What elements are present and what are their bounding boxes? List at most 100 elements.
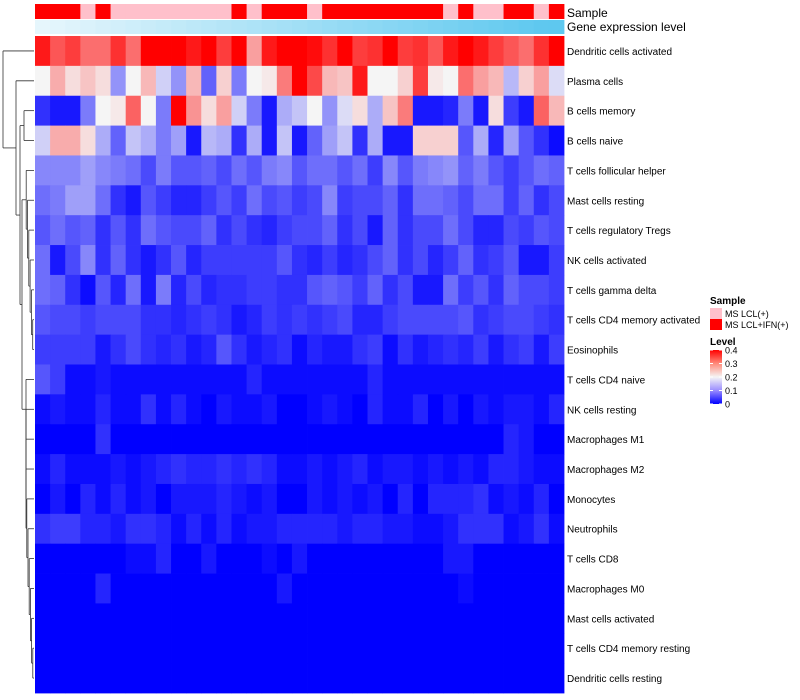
sample-annotation-cell bbox=[231, 4, 247, 19]
heatmap-cell bbox=[307, 274, 323, 306]
heatmap-cell bbox=[155, 573, 172, 604]
legend-swatch-ms-lcl bbox=[710, 308, 722, 319]
heatmap-cell bbox=[50, 573, 66, 604]
heatmap-cell bbox=[322, 454, 338, 485]
sample-annotation-cell bbox=[276, 4, 293, 19]
heatmap-cell bbox=[397, 543, 414, 574]
heatmap-cell bbox=[186, 215, 202, 246]
heatmap-cell bbox=[397, 245, 414, 276]
heatmap-cell bbox=[443, 424, 459, 455]
heatmap-cell bbox=[155, 185, 172, 216]
heatmap-cell bbox=[231, 454, 247, 485]
heatmap-cell bbox=[110, 543, 127, 574]
heatmap-cell bbox=[155, 483, 172, 515]
heatmap-cell bbox=[110, 454, 127, 485]
heatmap-cell bbox=[412, 663, 429, 694]
heatmap-cell bbox=[65, 454, 81, 485]
expression-annotation-cell bbox=[367, 20, 384, 34]
heatmap-cell bbox=[261, 274, 278, 306]
heatmap-cell bbox=[95, 304, 111, 336]
heatmap-cell bbox=[261, 364, 278, 395]
heatmap-cell bbox=[216, 663, 232, 694]
heatmap-cell bbox=[155, 155, 172, 186]
heatmap-cell bbox=[140, 245, 157, 276]
heatmap-cell bbox=[427, 424, 444, 455]
heatmap-cell bbox=[337, 603, 353, 634]
heatmap-cell bbox=[397, 185, 414, 216]
heatmap-cell bbox=[427, 633, 444, 664]
heatmap-cell bbox=[427, 95, 444, 126]
heatmap-cell bbox=[171, 513, 187, 545]
heatmap-cell bbox=[171, 633, 187, 664]
heatmap-cell bbox=[488, 424, 504, 455]
row-label: B cells naive bbox=[567, 137, 624, 148]
heatmap-cell bbox=[367, 424, 384, 455]
heatmap-cell bbox=[140, 95, 157, 126]
heatmap-cell bbox=[518, 36, 535, 67]
heatmap-cell bbox=[110, 573, 127, 604]
heatmap-cell bbox=[412, 245, 429, 276]
heatmap-cell bbox=[110, 36, 127, 67]
heatmap-cell bbox=[427, 65, 444, 97]
heatmap-cell bbox=[140, 543, 157, 574]
heatmap-cell bbox=[367, 304, 384, 336]
heatmap-cell bbox=[80, 274, 96, 306]
heatmap-cell bbox=[231, 95, 247, 126]
heatmap-cell bbox=[291, 633, 308, 664]
heatmap-cell bbox=[412, 95, 429, 126]
legend: Sample MS LCL(+) MS LCL+IFN(+) Level 0.4… bbox=[710, 296, 789, 410]
heatmap-cell bbox=[443, 543, 459, 574]
heatmap-cell bbox=[35, 215, 51, 246]
heatmap-cell bbox=[261, 454, 278, 485]
expression-annotation-cell bbox=[65, 20, 81, 34]
sample-annotation-cell bbox=[50, 4, 66, 19]
heatmap-cell bbox=[322, 304, 338, 336]
heatmap-cell bbox=[322, 364, 338, 395]
heatmap-cell bbox=[110, 215, 127, 246]
heatmap-cell bbox=[337, 633, 353, 664]
heatmap-cell bbox=[367, 543, 384, 574]
heatmap-cell bbox=[337, 245, 353, 276]
heatmap-cell bbox=[155, 633, 172, 664]
heatmap-cell bbox=[322, 185, 338, 216]
heatmap-cell bbox=[382, 394, 399, 425]
expression-annotation-cell bbox=[337, 20, 353, 34]
heatmap-cell bbox=[518, 543, 535, 574]
expression-annotation-cell bbox=[458, 20, 474, 34]
heatmap-cell bbox=[397, 334, 414, 365]
heatmap-cell bbox=[125, 424, 142, 455]
heatmap-cell bbox=[367, 394, 384, 425]
heatmap-cell bbox=[397, 65, 414, 97]
heatmap-cell bbox=[488, 573, 504, 604]
sample-annotation-cell bbox=[246, 4, 263, 19]
heatmap-cell bbox=[307, 513, 323, 545]
heatmap-cell bbox=[95, 36, 111, 67]
heatmap-cell bbox=[427, 603, 444, 634]
heatmap-cell bbox=[276, 483, 293, 515]
heatmap-cell bbox=[201, 274, 217, 306]
heatmap-cell bbox=[155, 304, 172, 336]
heatmap-cell bbox=[95, 513, 111, 545]
heatmap-cell bbox=[367, 603, 384, 634]
heatmap-cell bbox=[518, 185, 535, 216]
heatmap-cell bbox=[307, 364, 323, 395]
heatmap-cell bbox=[458, 185, 474, 216]
heatmap-cell bbox=[110, 274, 127, 306]
heatmap-cell bbox=[246, 483, 263, 515]
heatmap-cell bbox=[443, 95, 459, 126]
heatmap-cell bbox=[548, 513, 565, 545]
heatmap-cell bbox=[246, 633, 263, 664]
heatmap-cell bbox=[488, 483, 504, 515]
heatmap-cell bbox=[352, 65, 368, 97]
heatmap-cell bbox=[503, 603, 520, 634]
heatmap-cell bbox=[443, 334, 459, 365]
heatmap-cell bbox=[110, 334, 127, 365]
heatmap-cell bbox=[488, 334, 504, 365]
heatmap-cell bbox=[50, 663, 66, 694]
heatmap-cell bbox=[35, 125, 51, 156]
heatmap-cell bbox=[125, 304, 142, 336]
heatmap-cell bbox=[518, 424, 535, 455]
heatmap-cell bbox=[246, 573, 263, 604]
heatmap-cell bbox=[322, 215, 338, 246]
heatmap-cell bbox=[307, 424, 323, 455]
